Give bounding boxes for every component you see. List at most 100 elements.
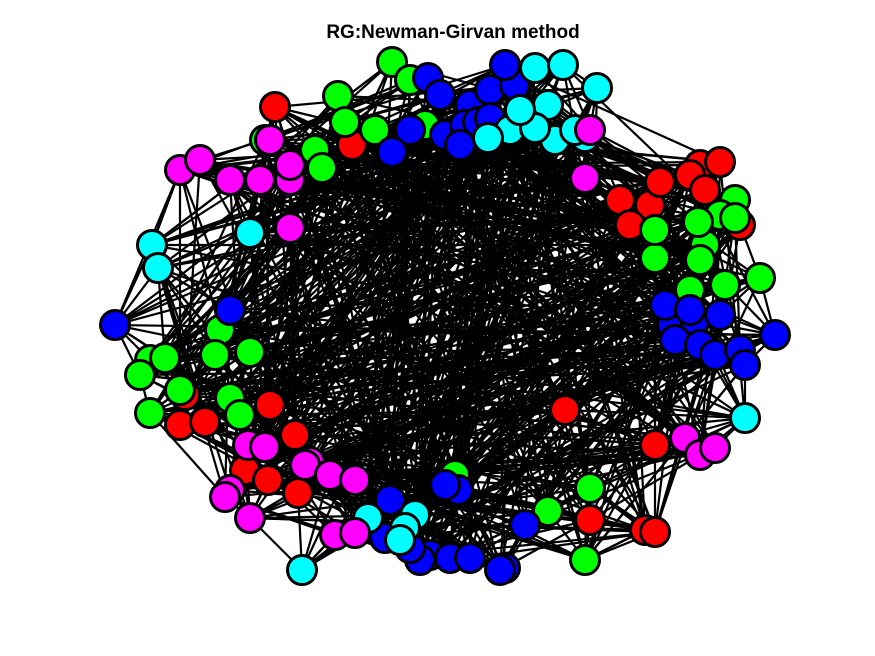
graph-node-red — [252, 464, 284, 496]
graph-node-magenta — [214, 164, 246, 196]
graph-edge — [390, 150, 702, 457]
graph-edge — [198, 158, 702, 457]
graph-node-green — [639, 242, 671, 274]
graph-node-red — [282, 477, 314, 509]
graph-node-blue — [729, 349, 761, 381]
graph-node-blue — [214, 294, 246, 326]
graph-edge — [263, 138, 370, 520]
graph-node-magenta — [274, 212, 306, 244]
graph-node-cyan — [142, 252, 174, 284]
graph-node-green — [224, 399, 256, 431]
graph-edge — [248, 350, 717, 450]
graph-edge — [288, 226, 657, 447]
graph-node-red — [639, 516, 671, 548]
graph-node-cyan — [504, 94, 536, 126]
graph-edge — [353, 216, 737, 482]
graph-node-cyan — [581, 72, 613, 104]
graph-node-green — [532, 495, 564, 527]
graph-edge — [353, 313, 722, 535]
graph-node-blue — [424, 79, 456, 111]
graph-node-green — [719, 202, 751, 234]
graph-node-red — [689, 174, 721, 206]
graph-node-green — [149, 342, 181, 374]
graph-node-green — [164, 374, 196, 406]
graph-edge — [203, 136, 490, 424]
graph-node-magenta — [244, 164, 276, 196]
graph-edge — [423, 123, 702, 457]
graph-node-magenta — [569, 162, 601, 194]
graph-node-blue — [509, 509, 541, 541]
graph-node-cyan — [729, 402, 761, 434]
graph-node-red — [279, 419, 311, 451]
graph-edge — [583, 135, 692, 177]
graph-node-green — [199, 339, 231, 371]
graph-node-blue — [489, 49, 521, 81]
graph-edge — [288, 226, 460, 492]
graph-node-blue — [759, 319, 791, 351]
graph-node-red — [704, 146, 736, 178]
graph-edge — [403, 135, 587, 530]
graph-node-red — [574, 504, 606, 536]
graph-node-green — [234, 336, 266, 368]
graph-node-red — [189, 406, 221, 438]
graph-edge — [353, 436, 687, 482]
graph-edge — [573, 128, 777, 337]
graph-edge — [293, 176, 587, 437]
graph-edge — [353, 123, 427, 482]
graph-node-magenta — [699, 432, 731, 464]
graph-node-cyan — [234, 217, 266, 249]
graph-edge — [248, 231, 417, 517]
graph-edge — [288, 176, 587, 230]
graph-edge — [353, 103, 550, 535]
graph-node-magenta — [339, 464, 371, 496]
graph-node-magenta — [339, 517, 371, 549]
graph-node-green — [306, 152, 338, 184]
graph-edge — [350, 143, 747, 420]
nodes-layer — [99, 46, 791, 586]
graph-edge — [583, 363, 747, 562]
graph-node-magenta — [234, 502, 266, 534]
graph-edge — [288, 163, 587, 180]
graph-node-green — [329, 106, 361, 138]
graph-node-red — [549, 394, 581, 426]
graph-node-magenta — [274, 149, 306, 181]
graph-edge — [150, 243, 232, 492]
graph-node-magenta — [184, 144, 216, 176]
graph-edge — [350, 143, 687, 440]
graph-edge — [288, 178, 687, 440]
graph-edge — [486, 136, 687, 440]
graph-node-blue — [454, 542, 486, 574]
graph-node-blue — [99, 309, 131, 341]
graph-node-blue — [394, 114, 426, 146]
graph-node-cyan — [286, 554, 318, 586]
graph-node-blue — [674, 294, 706, 326]
graph-edge — [288, 226, 297, 437]
graph-node-cyan — [519, 52, 551, 84]
graph-node-blue — [376, 136, 408, 168]
graph-edge — [588, 453, 702, 522]
graph-edge — [353, 93, 442, 535]
graph-node-green — [744, 262, 776, 294]
graph-node-cyan — [547, 49, 579, 81]
graph-edge — [156, 176, 587, 270]
graph-node-red — [259, 91, 291, 123]
graph-node-green — [709, 269, 741, 301]
graph-node-green — [684, 244, 716, 276]
graph-edge — [488, 116, 702, 457]
graph-node-cyan — [472, 122, 504, 154]
graph-edge — [228, 446, 717, 492]
graph-node-blue — [704, 299, 736, 331]
graph-node-blue — [429, 469, 461, 501]
graph-node-green — [639, 214, 671, 246]
graph-edge — [303, 353, 717, 467]
graph-node-green — [124, 359, 156, 391]
graph-node-red — [639, 429, 671, 461]
graph-node-magenta — [254, 124, 286, 156]
graph-node-cyan — [384, 524, 416, 556]
graph-node-green — [322, 80, 354, 112]
graph-node-blue — [444, 129, 476, 161]
graph-edge — [263, 138, 687, 440]
graph-node-green — [682, 206, 714, 238]
graph-node-green — [569, 544, 601, 576]
